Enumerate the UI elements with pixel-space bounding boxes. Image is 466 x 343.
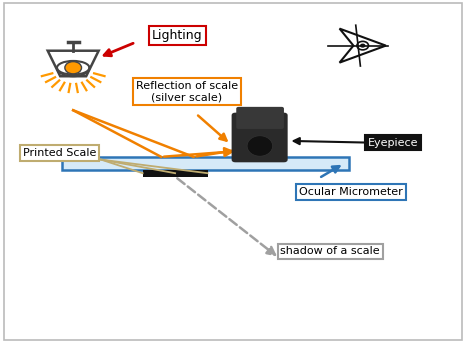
Ellipse shape [247, 136, 273, 156]
Text: Eyepiece: Eyepiece [368, 138, 418, 147]
Ellipse shape [57, 61, 89, 74]
Circle shape [65, 62, 82, 74]
Ellipse shape [360, 44, 365, 48]
FancyBboxPatch shape [62, 157, 349, 170]
Polygon shape [48, 51, 99, 76]
Text: Lighting: Lighting [152, 29, 203, 42]
FancyBboxPatch shape [143, 170, 207, 177]
FancyBboxPatch shape [232, 113, 288, 162]
Polygon shape [340, 28, 386, 63]
Text: Ocular Micrometer: Ocular Micrometer [299, 187, 403, 197]
FancyBboxPatch shape [4, 3, 462, 340]
FancyBboxPatch shape [236, 107, 284, 129]
Text: shadow of a scale: shadow of a scale [281, 247, 380, 257]
Ellipse shape [357, 42, 369, 50]
Text: Reflection of scale
(silver scale): Reflection of scale (silver scale) [136, 81, 238, 102]
Text: Printed Scale: Printed Scale [23, 148, 96, 158]
